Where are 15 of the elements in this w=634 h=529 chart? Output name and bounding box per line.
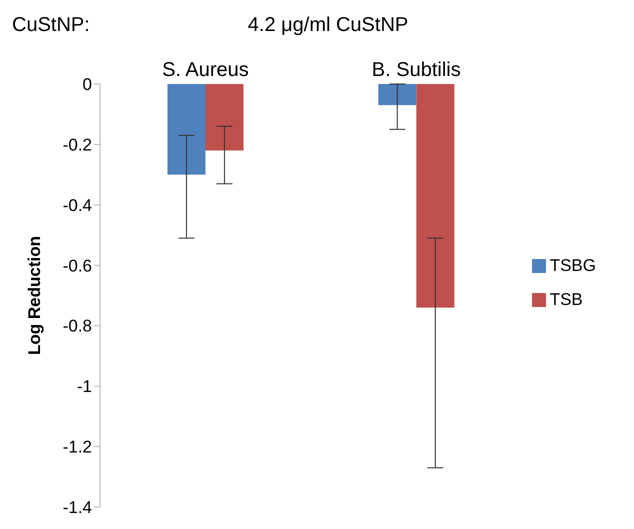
y-tick-label: 0 <box>82 75 92 94</box>
y-tick-label: -0.2 <box>62 135 92 154</box>
y-tick-label: -1.4 <box>62 498 92 518</box>
y-tick-label: -0.6 <box>62 256 92 276</box>
y-tick-label: -1 <box>76 377 92 396</box>
text: CuStNP: <box>12 14 90 37</box>
legend-label: TSB <box>550 290 583 308</box>
x-tick-label: B. Subtilis <box>372 59 461 81</box>
y-tick-label: -0.8 <box>62 316 92 336</box>
y-axis-title: Log Reduction <box>25 236 44 355</box>
chart-title: 4.2 μg/ml CuStNP <box>246 14 410 37</box>
legend-label: TSBG <box>550 256 596 274</box>
y-tick-label: -0.4 <box>62 196 92 215</box>
x-tick-label: S. Aureus <box>162 59 249 81</box>
y-tick-label: -1.2 <box>62 438 92 457</box>
